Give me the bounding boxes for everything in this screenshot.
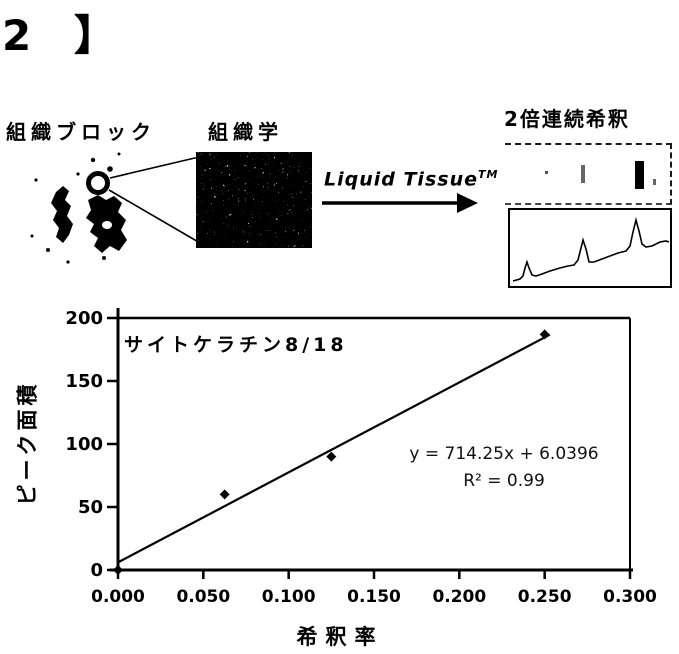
x-tick-label: 0.300 (603, 587, 657, 607)
x-tick-label: 0.100 (262, 587, 316, 607)
trendline-annotation: y = 714.25x + 6.0396 R² = 0.99 (374, 444, 634, 491)
y-tick-label: 200 (65, 308, 103, 329)
y-tick-label: 150 (65, 371, 103, 392)
process-arrow-icon (322, 193, 478, 213)
selection-circle-annotation (86, 171, 110, 195)
gel-band-faint (581, 165, 585, 183)
r-squared-value: R² = 0.99 (463, 471, 545, 491)
gel-strip-image (505, 143, 672, 205)
x-tick-label: 0.000 (91, 587, 145, 607)
data-point (326, 451, 337, 462)
x-tick-label: 0.050 (176, 587, 230, 607)
data-point (219, 489, 230, 500)
x-tick-label: 0.150 (347, 587, 401, 607)
trendline-equation: y = 714.25x + 6.0396 (409, 444, 599, 464)
data-point (539, 329, 550, 340)
x-tick-label: 0.200 (432, 587, 486, 607)
chart-title: サイトケラチン8/18 (124, 334, 348, 356)
chromatogram-image (508, 208, 672, 288)
trademark-superscript: TM (477, 168, 499, 181)
chromatogram-trace (512, 216, 670, 282)
figure-number-label: 2 】 (2, 11, 130, 60)
x-axis-label: 希釈率 (296, 625, 384, 649)
tissue-block-label: 組織ブロック (6, 120, 156, 144)
gel-speck (545, 171, 548, 174)
x-tick-label: 0.250 (518, 587, 572, 607)
serial-dilution-label: 2倍連続希釈 (504, 107, 630, 131)
liquid-tissue-process-label: Liquid TissueTM (324, 168, 498, 190)
y-axis-label: ピーク面積 (15, 380, 40, 506)
liquid-tissue-text: Liquid Tissue (324, 168, 478, 191)
gel-band-dark (635, 161, 644, 189)
y-tick-label: 0 (90, 560, 103, 581)
histology-label: 組織学 (208, 120, 283, 144)
y-tick-label: 50 (78, 497, 103, 518)
gel-speck (653, 179, 656, 185)
y-tick-label: 100 (65, 434, 103, 455)
data-point (113, 565, 123, 575)
tissue-block-image (30, 152, 127, 264)
histology-image (196, 152, 312, 248)
